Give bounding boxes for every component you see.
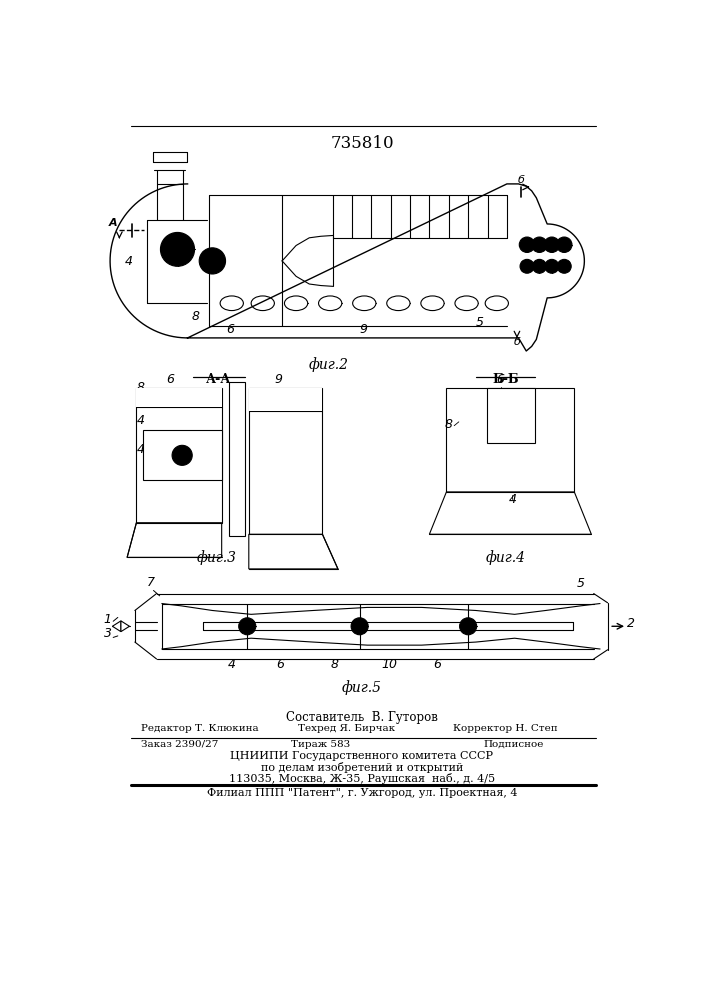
Text: фиг.2: фиг.2 (309, 357, 349, 372)
Text: Филиал ППП "Патент", г. Ужгород, ул. Проектная, 4: Филиал ППП "Патент", г. Ужгород, ул. Про… (206, 788, 518, 798)
Text: 6: 6 (165, 373, 174, 386)
Circle shape (556, 237, 572, 252)
Text: 4: 4 (124, 255, 133, 268)
Text: 113035, Москва, Ж-35, Раушская  наб., д. 4/5: 113035, Москва, Ж-35, Раушская наб., д. … (229, 773, 495, 784)
Text: Техред Я. Бирчак: Техред Я. Бирчак (298, 724, 395, 733)
PathPatch shape (429, 492, 591, 534)
Circle shape (351, 618, 368, 635)
Text: 9: 9 (274, 373, 282, 386)
Circle shape (199, 248, 226, 274)
Ellipse shape (251, 296, 274, 311)
Text: А-А: А-А (206, 373, 231, 386)
Text: Заказ 2390/27: Заказ 2390/27 (141, 740, 218, 749)
Text: 5: 5 (576, 577, 585, 590)
Text: Б-Б: Б-Б (492, 373, 519, 386)
Text: 2: 2 (627, 617, 635, 630)
Text: 8: 8 (137, 381, 145, 394)
Text: Подписное: Подписное (484, 740, 544, 749)
Text: А: А (109, 218, 117, 228)
Text: 8: 8 (331, 658, 339, 671)
Circle shape (160, 232, 194, 266)
Polygon shape (121, 621, 129, 632)
Text: 1: 1 (104, 613, 112, 626)
Ellipse shape (284, 296, 308, 311)
Text: 6: 6 (497, 373, 505, 386)
Text: фиг.5: фиг.5 (342, 681, 382, 695)
Text: 6: 6 (433, 658, 441, 671)
Circle shape (544, 237, 559, 252)
Text: по делам изобретений и открытий: по делам изобретений и открытий (261, 762, 463, 773)
Circle shape (557, 259, 571, 273)
PathPatch shape (249, 534, 338, 569)
Text: 8: 8 (192, 310, 199, 323)
Text: 9: 9 (359, 323, 368, 336)
Circle shape (520, 259, 534, 273)
Text: фиг.4: фиг.4 (485, 550, 525, 565)
Text: ЦНИИПИ Государственного комитета СССР: ЦНИИПИ Государственного комитета СССР (230, 751, 493, 761)
Text: Тираж 583: Тираж 583 (291, 740, 351, 749)
Text: б: б (513, 337, 520, 347)
Bar (136, 388, 222, 407)
Text: 4: 4 (137, 443, 145, 456)
Text: б: б (518, 175, 525, 185)
PathPatch shape (127, 523, 222, 557)
Text: 6: 6 (276, 658, 285, 671)
Text: 8: 8 (445, 418, 452, 431)
Text: 4: 4 (228, 658, 235, 671)
Text: 4: 4 (508, 493, 516, 506)
Circle shape (172, 445, 192, 465)
Ellipse shape (485, 296, 508, 311)
Bar (230, 382, 245, 536)
Circle shape (239, 618, 256, 635)
Text: 4: 4 (137, 414, 145, 427)
Ellipse shape (455, 296, 478, 311)
Circle shape (545, 259, 559, 273)
Bar (143, 430, 222, 480)
PathPatch shape (446, 388, 574, 492)
Text: 735810: 735810 (330, 135, 394, 152)
Text: Редактор Т. Клюкина: Редактор Т. Клюкина (141, 724, 259, 733)
Text: 5: 5 (476, 316, 484, 329)
Text: Составитель  В. Гуторов: Составитель В. Гуторов (286, 711, 438, 724)
Text: Корректор Н. Степ: Корректор Н. Степ (452, 724, 557, 733)
Ellipse shape (387, 296, 410, 311)
Circle shape (460, 618, 477, 635)
PathPatch shape (249, 388, 322, 534)
Ellipse shape (319, 296, 341, 311)
Ellipse shape (421, 296, 444, 311)
PathPatch shape (136, 388, 222, 523)
Circle shape (532, 259, 547, 273)
Text: 7: 7 (146, 576, 154, 589)
Bar (249, 388, 322, 411)
Text: 6: 6 (226, 323, 234, 336)
Circle shape (519, 237, 534, 252)
Ellipse shape (220, 296, 243, 311)
Ellipse shape (353, 296, 376, 311)
Text: 3: 3 (104, 627, 112, 640)
Text: 10: 10 (381, 658, 397, 671)
Text: фиг.3: фиг.3 (197, 550, 236, 565)
Bar (486, 388, 534, 443)
Polygon shape (112, 621, 121, 632)
Circle shape (532, 237, 547, 252)
